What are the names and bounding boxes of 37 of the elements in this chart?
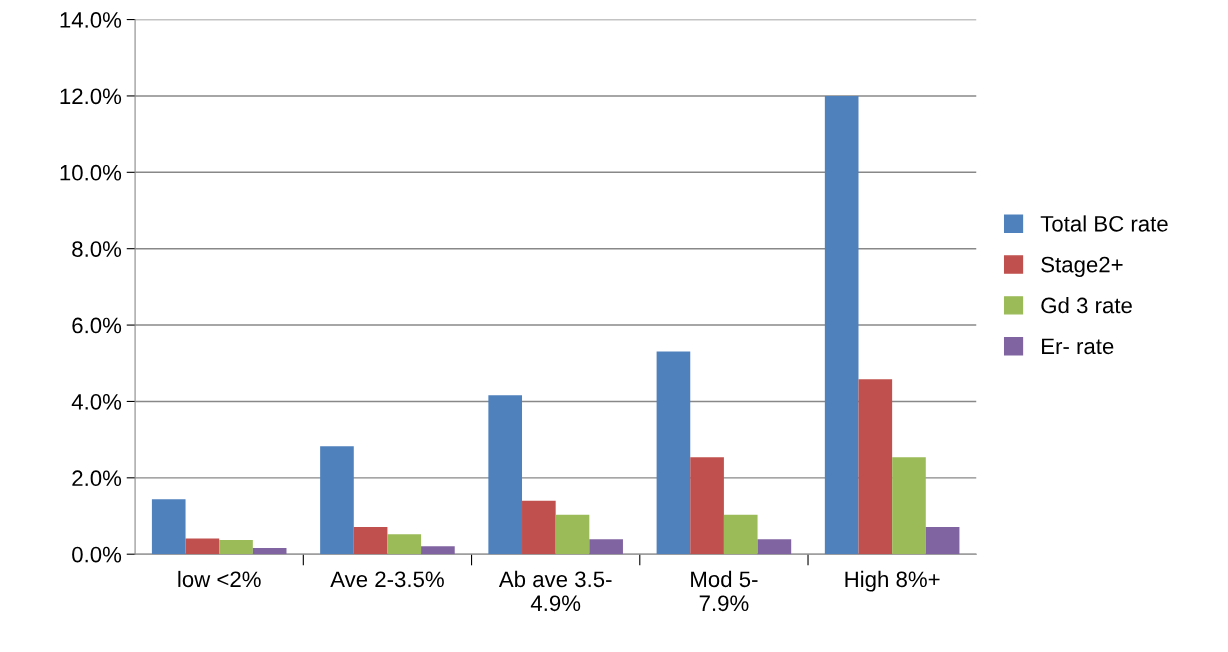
bar (656, 351, 691, 555)
bar (353, 527, 388, 555)
legend-label: Stage2+ (1041, 256, 1123, 277)
bar (522, 500, 556, 555)
bar (387, 534, 422, 555)
y-tick-label: 2.0% (72, 470, 122, 487)
x-tick-label: low <2% (178, 570, 261, 588)
bar (151, 499, 186, 555)
y-tick-label: 10.0% (60, 164, 122, 181)
bar (421, 546, 455, 555)
bar (858, 379, 893, 555)
legend-label: Total BC rate (1040, 215, 1168, 232)
bar (555, 514, 590, 555)
y-tick-label: 14.0% (60, 12, 122, 28)
y-tick-label: 4.0% (71, 393, 122, 410)
y-tick-label: 12.0% (60, 88, 122, 105)
bar (589, 539, 623, 555)
bar (824, 95, 859, 555)
bar (252, 548, 287, 555)
x-tick-label: High 8%+ (845, 570, 940, 592)
bar (320, 446, 354, 555)
x-tick-label: Ave 2-3.5% (330, 571, 444, 588)
bar (488, 395, 523, 555)
x-tick-label: Ab ave 3.5- 4.9% (498, 570, 612, 612)
x-tick-label: Mod 5- 7.9% (691, 570, 758, 612)
y-tick-label: 0.0% (72, 546, 122, 563)
y-tick-label: 6.0% (72, 317, 122, 334)
bar (757, 539, 792, 555)
bar (723, 514, 758, 555)
bar (925, 527, 960, 555)
legend-label: Er- rate (1042, 338, 1114, 355)
bar (185, 538, 220, 555)
bar (690, 457, 724, 555)
y-tick-label: 8.0% (72, 241, 122, 257)
bar (892, 457, 926, 555)
legend-label: Gd 3 rate (1041, 297, 1132, 314)
bar (219, 540, 253, 555)
